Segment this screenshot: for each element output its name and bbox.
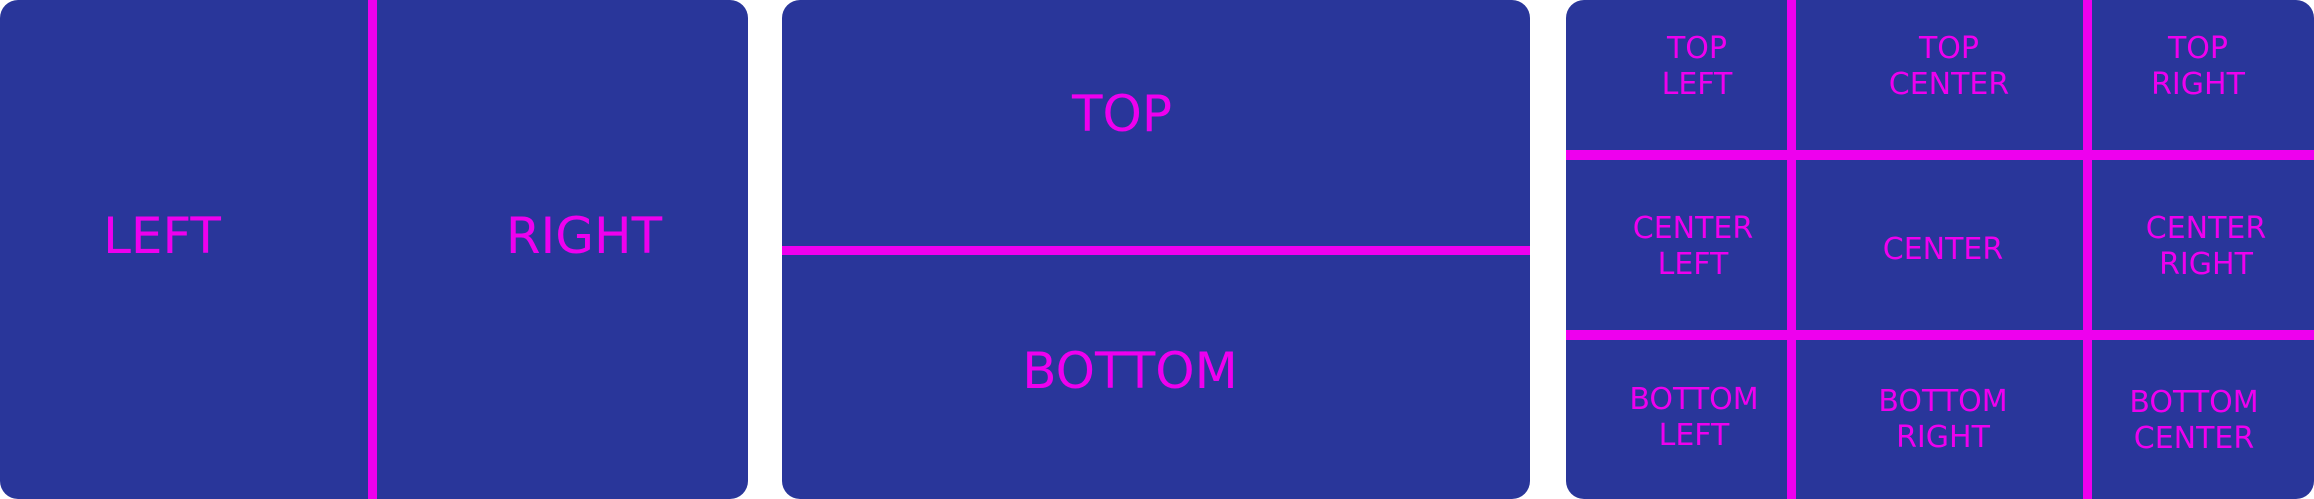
grid-bottom-left-label: BOTTOM LEFT <box>1629 382 1759 453</box>
grid-top-left-label: TOP LEFT <box>1661 31 1733 102</box>
grid-center-right-label: CENTER RIGHT <box>2145 211 2267 282</box>
grid-center-label: CENTER <box>1882 232 2004 267</box>
vertical-divider <box>368 0 377 499</box>
top-bottom-split-panel: TOP BOTTOM <box>782 0 1530 499</box>
grid-horizontal-line-1 <box>1566 150 2314 160</box>
grid-top-center-label: TOP CENTER <box>1888 31 2010 102</box>
horizontal-divider <box>782 246 1530 255</box>
top-label: TOP <box>1071 85 1173 143</box>
grid-horizontal-line-2 <box>1566 330 2314 340</box>
nine-region-grid-panel: TOP LEFT TOP CENTER TOP RIGHT CENTER LEF… <box>1566 0 2314 499</box>
grid-bottom-right-label: BOTTOM RIGHT <box>1878 384 2008 455</box>
right-label: RIGHT <box>505 207 663 265</box>
grid-top-right-label: TOP RIGHT <box>2151 31 2245 102</box>
bottom-label: BOTTOM <box>1022 342 1238 400</box>
grid-center-left-label: CENTER LEFT <box>1632 211 1754 282</box>
grid-vertical-line-2 <box>2083 0 2092 499</box>
grid-vertical-line-1 <box>1787 0 1796 499</box>
grid-bottom-center-label: BOTTOM CENTER <box>2129 385 2259 456</box>
left-label: LEFT <box>103 207 221 265</box>
left-right-split-panel: LEFT RIGHT <box>0 0 748 499</box>
